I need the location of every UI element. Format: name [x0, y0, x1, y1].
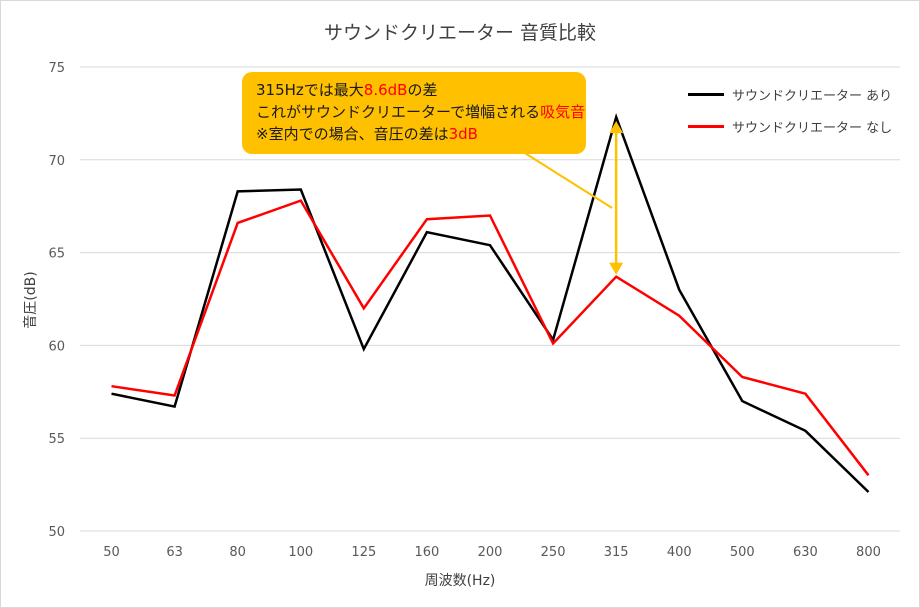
x-tick-label: 800: [856, 545, 881, 560]
y-tick-label: 75: [48, 61, 65, 76]
series-line-with: [111, 113, 870, 493]
x-tick-label: 80: [229, 545, 246, 560]
annotation-highlight: 8.6dB: [363, 81, 408, 99]
y-tick-label: 50: [48, 525, 65, 540]
x-tick-label: 500: [730, 545, 755, 560]
x-tick-label: 250: [541, 545, 566, 560]
y-tick-label: 70: [48, 154, 65, 169]
legend-swatch-without: [688, 124, 724, 128]
x-tick-label: 63: [166, 545, 183, 560]
y-tick-label: 65: [48, 247, 65, 262]
legend-label-with: サウンドクリエーター あり: [732, 88, 893, 104]
annotation-text: 315Hzでは最大: [256, 81, 364, 99]
arrow-head-up: [609, 121, 624, 134]
x-tick-label: 160: [415, 545, 440, 560]
x-tick-label: 50: [103, 545, 120, 560]
x-tick-label: 400: [667, 545, 692, 560]
legend: サウンドクリエーター あり サウンドクリエーター なし: [688, 84, 892, 148]
x-tick-label: 630: [793, 545, 818, 560]
annotation-line-2: これがサウンドクリエーターで増幅される吸気音: [256, 101, 586, 123]
legend-item-with: サウンドクリエーター あり: [688, 84, 892, 104]
legend-label-without: サウンドクリエーター なし: [732, 120, 893, 136]
annotation-line-3: ※室内での場合、音圧の差は3dB: [256, 123, 586, 145]
y-tick-label: 60: [48, 339, 65, 354]
y-tick-label: 55: [48, 432, 65, 447]
callout-leader-line: [519, 149, 613, 209]
x-tick-label: 200: [478, 545, 503, 560]
x-axis-label: 周波数(Hz): [424, 573, 496, 589]
x-tick-label: 100: [288, 545, 313, 560]
chart-title: サウンドクリエーター 音質比較: [323, 22, 597, 44]
annotation-highlight: 3dB: [448, 125, 478, 143]
annotation-text: の差: [407, 81, 438, 99]
x-tick-label: 125: [351, 545, 376, 560]
annotation-highlight: 吸気音: [540, 103, 586, 121]
x-tick-label: 315: [604, 545, 629, 560]
legend-item-without: サウンドクリエーター なし: [688, 116, 892, 136]
annotation-text: これがサウンドクリエーターで増幅される: [256, 103, 541, 121]
legend-swatch-with: [688, 92, 724, 96]
annotation-text: ※室内での場合、音圧の差は: [256, 125, 449, 143]
annotation-callout: 315Hzでは最大8.6dBの差 これがサウンドクリエーターで増幅される吸気音 …: [242, 72, 586, 154]
arrow-head-down: [609, 262, 624, 275]
series-line-without: [111, 199, 870, 477]
annotation-line-1: 315Hzでは最大8.6dBの差: [256, 79, 586, 101]
